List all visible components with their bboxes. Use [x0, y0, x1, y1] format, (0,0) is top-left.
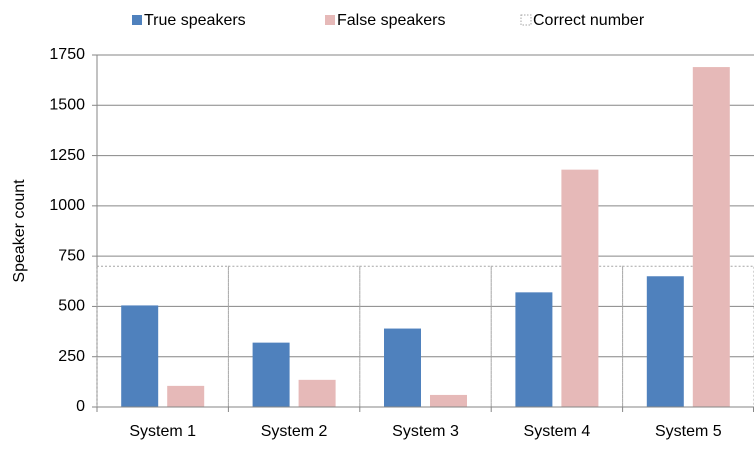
bar — [298, 379, 336, 407]
legend-swatch — [520, 14, 532, 26]
y-tick-label: 250 — [58, 348, 85, 365]
y-tick-label: 500 — [58, 298, 85, 315]
bar — [430, 394, 467, 407]
y-tick-label: 0 — [76, 398, 85, 415]
legend-swatch — [132, 15, 142, 25]
y-tick-label: 1250 — [49, 147, 85, 164]
correct-number-box — [227, 265, 361, 408]
y-tick-label: 1750 — [49, 46, 85, 63]
bar — [515, 292, 553, 407]
bar — [252, 342, 290, 407]
x-tick-label: System 2 — [261, 423, 328, 440]
bar — [561, 169, 599, 407]
y-tick-label: 750 — [58, 247, 85, 264]
bar — [384, 328, 421, 407]
correct-number-box — [96, 265, 229, 408]
y-tick-label: 1500 — [49, 97, 85, 114]
bar — [121, 305, 159, 407]
legend-swatch — [325, 15, 335, 25]
legend-label: False speakers — [337, 12, 446, 29]
bar — [167, 385, 205, 407]
legend-label: True speakers — [144, 12, 246, 29]
x-tick-label: System 4 — [524, 423, 591, 440]
x-tick-label: System 5 — [655, 423, 722, 440]
legend-label: Correct number — [533, 12, 645, 29]
x-tick-label: System 1 — [129, 423, 196, 440]
y-axis-label: Speaker count — [11, 179, 28, 283]
bar — [646, 276, 684, 407]
bar — [692, 67, 730, 407]
correct-number-box — [359, 265, 492, 408]
correct-number-box — [490, 265, 624, 408]
y-tick-label: 1000 — [49, 197, 85, 214]
x-tick-label: System 3 — [392, 423, 459, 440]
correct-number-box — [622, 265, 754, 408]
